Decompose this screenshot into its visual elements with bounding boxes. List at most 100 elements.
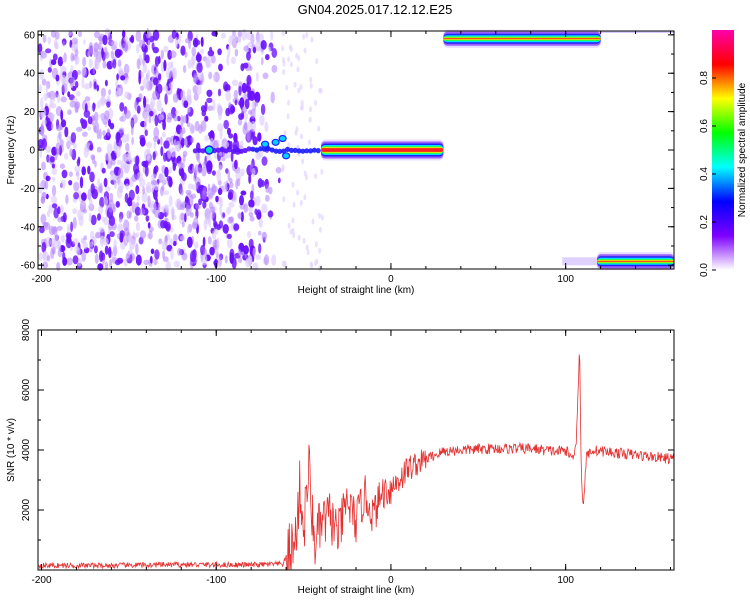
band-speck [246,146,252,152]
noise-blob [135,155,140,167]
band-layer [321,148,444,152]
noise-blob [122,30,126,38]
noise-blob [299,105,303,111]
noise-blob [106,95,111,101]
noise-blob [294,129,298,136]
noise-blob [72,217,77,229]
noise-blob [75,55,80,65]
noise-blob [145,215,150,222]
noise-blob [145,97,149,104]
noise-blob [147,69,151,81]
band-speck [269,147,275,153]
noise-blob [168,167,173,174]
noise-blob [172,93,179,103]
noise-blob [103,216,109,226]
noise-blob [254,100,259,107]
noise-blob [152,151,156,161]
noise-blob [115,201,121,208]
noise-blob [270,91,275,104]
noise-blob [40,196,46,205]
noise-blob [300,133,303,140]
noise-blob [255,71,259,82]
noise-blob [57,56,64,67]
noise-blob [254,195,261,207]
noise-blob [135,221,140,232]
noise-blob [186,225,190,235]
noise-blob [95,58,100,70]
noise-blob [308,139,311,146]
noise-blob [204,101,208,112]
noise-blob [82,64,87,76]
noise-blob [305,244,309,251]
noise-blob [203,218,208,231]
noise-blob [164,166,169,178]
noise-blob [83,109,91,119]
noise-blob [51,113,55,119]
noise-blob [130,119,135,126]
noise-blob [153,140,157,150]
noise-blob [191,46,197,57]
noise-blob [219,128,223,140]
noise-blob [227,170,231,182]
noise-blob [106,143,113,155]
noise-blob [81,166,86,176]
noise-blob [260,40,267,50]
noise-blob [165,221,171,232]
noise-blob [69,76,76,87]
noise-blob [82,131,88,137]
noise-blob [237,212,242,219]
noise-blob [183,100,189,108]
noise-blob [176,140,180,153]
noise-blob [58,131,62,141]
noise-blob [122,72,129,85]
noise-blob [291,181,295,188]
noise-blob [154,165,159,173]
noise-blob [118,127,125,134]
noise-blob [119,102,125,112]
noise-blob [150,248,155,255]
noise-blob [318,87,322,94]
noise-blob [53,207,59,219]
noise-blob [125,142,130,152]
noise-blob [77,156,81,164]
noise-blob [234,48,239,57]
y-tick-label: 0 [29,146,35,157]
noise-blob [222,212,226,218]
noise-blob [59,139,64,147]
noise-blob [190,123,194,134]
noise-blob [194,177,201,187]
noise-blob [123,178,131,187]
noise-blob [239,97,245,109]
noise-blob [79,176,84,189]
noise-blob [100,87,106,98]
noise-blob [202,187,206,196]
noise-blob [135,254,142,266]
noise-blob [299,199,303,206]
noise-blob [83,39,86,45]
noise-blob [302,33,306,40]
noise-blob [168,238,174,247]
noise-blob [251,101,256,110]
noise-blob [118,216,123,223]
noise-blob [233,132,238,143]
noise-blob [233,223,240,231]
band-speck [215,147,221,153]
x-tick-label: 0 [388,575,394,586]
noise-blob [212,230,217,240]
noise-blob [256,209,262,220]
noise-blob [170,227,174,233]
noise-blob [66,135,72,148]
noise-blob [140,71,145,79]
noise-blob [152,208,156,215]
noise-blob [154,56,160,67]
noise-blob [101,167,106,174]
noise-blob [217,187,223,196]
noise-blob [162,190,169,196]
noise-blob [50,59,57,66]
noise-blob [45,82,49,93]
noise-blob [170,206,175,217]
band-layer [597,260,674,262]
noise-blob [68,171,73,177]
noise-blob [296,66,300,73]
